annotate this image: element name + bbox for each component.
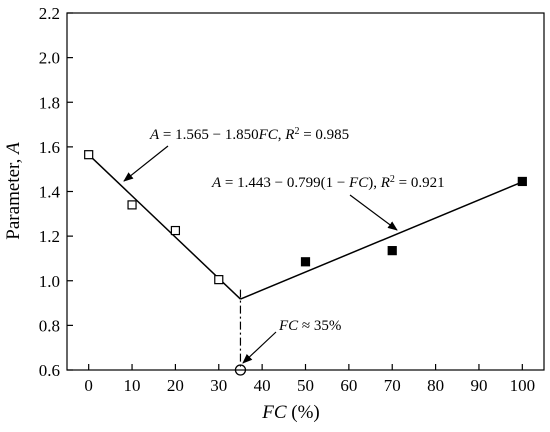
- eq2-arrow: [349, 194, 398, 231]
- x-tick-label: 20: [167, 376, 184, 395]
- fit-line-2: [240, 181, 523, 300]
- eq1-c: FC: [258, 127, 279, 143]
- fit-lines: [88, 154, 523, 300]
- eq2-g: = 0.921: [395, 175, 445, 191]
- y-tick-label: 2.2: [39, 4, 60, 23]
- eq2-annotation: A = 1.443 − 0.799(1 − FC), R2 = 0.921: [211, 174, 445, 192]
- x-tick-label: 70: [384, 376, 401, 395]
- eq1-e: R: [284, 127, 294, 143]
- threshold-circle: [234, 364, 247, 376]
- y-tick-label: 1.2: [39, 227, 60, 246]
- threshold-value: ≈ 35%: [298, 318, 341, 334]
- y-tick-label: 2.0: [39, 49, 60, 68]
- filled-square-point: [387, 246, 397, 256]
- y-axis-title: Parameter, A: [3, 142, 24, 240]
- x-tick-label: 90: [470, 376, 487, 395]
- x-tick-label: 40: [254, 376, 271, 395]
- x-tick-label: 50: [297, 376, 314, 395]
- eq2-b: = 1.443 − 0.799(1 −: [221, 175, 349, 191]
- plot-frame: [66, 12, 545, 371]
- fit-line-1: [88, 154, 241, 300]
- x-tick-label: 0: [84, 376, 93, 395]
- eq1-f: 2: [294, 126, 299, 137]
- y-tick-label: 1.6: [39, 138, 60, 157]
- eq1-g: = 0.985: [299, 127, 349, 143]
- x-tick-label: 30: [210, 376, 227, 395]
- threshold-arrow: [242, 331, 277, 364]
- x-tick-label: 10: [124, 376, 141, 395]
- open-square-point: [84, 150, 94, 160]
- y-tick-label: 0.8: [39, 316, 60, 335]
- y-tick-label: 0.6: [39, 361, 60, 380]
- eq2-e: R: [380, 175, 390, 191]
- y-axis-var: A: [3, 142, 24, 156]
- eq2-f: 2: [390, 174, 395, 185]
- eq2-d: ),: [368, 175, 381, 191]
- y-axis-ticks: 0.6 0.8 1.0 1.2 1.4 1.6 1.8 2.0 2.2: [39, 4, 73, 380]
- open-square-point: [127, 200, 137, 210]
- data-points: [84, 150, 527, 285]
- threshold-var: FC: [278, 318, 299, 334]
- y-tick-label: 1.4: [39, 183, 61, 202]
- eq1-d: ,: [278, 127, 286, 143]
- x-tick-label: 80: [427, 376, 444, 395]
- x-tick-label: 100: [510, 376, 536, 395]
- eq1-arrow: [123, 145, 169, 182]
- y-tick-label: 1.8: [39, 93, 60, 112]
- eq1-b: = 1.565 − 1.850: [159, 127, 258, 143]
- open-square-point: [214, 275, 224, 285]
- x-axis-title: FC (%): [261, 402, 320, 423]
- x-axis-ticks: 0 10 20 30 40 50 60 70 80 90 100: [84, 364, 535, 395]
- x-tick-label: 60: [340, 376, 357, 395]
- filled-square-point: [517, 176, 527, 187]
- threshold-annotation: FC ≈ 35%: [278, 318, 341, 334]
- x-axis-unit: (%): [287, 402, 320, 423]
- y-axis-text: Parameter,: [3, 154, 24, 240]
- open-square-point: [170, 225, 181, 236]
- eq2-c: FC: [348, 175, 369, 191]
- x-axis-var: FC: [261, 402, 287, 423]
- eq2-a: A: [211, 175, 222, 191]
- eq1-a: A: [149, 127, 160, 143]
- y-tick-label: 1.0: [39, 272, 60, 291]
- eq1-annotation: A = 1.565 − 1.850FC, R2 = 0.985: [149, 126, 349, 144]
- filled-square-point: [300, 257, 311, 267]
